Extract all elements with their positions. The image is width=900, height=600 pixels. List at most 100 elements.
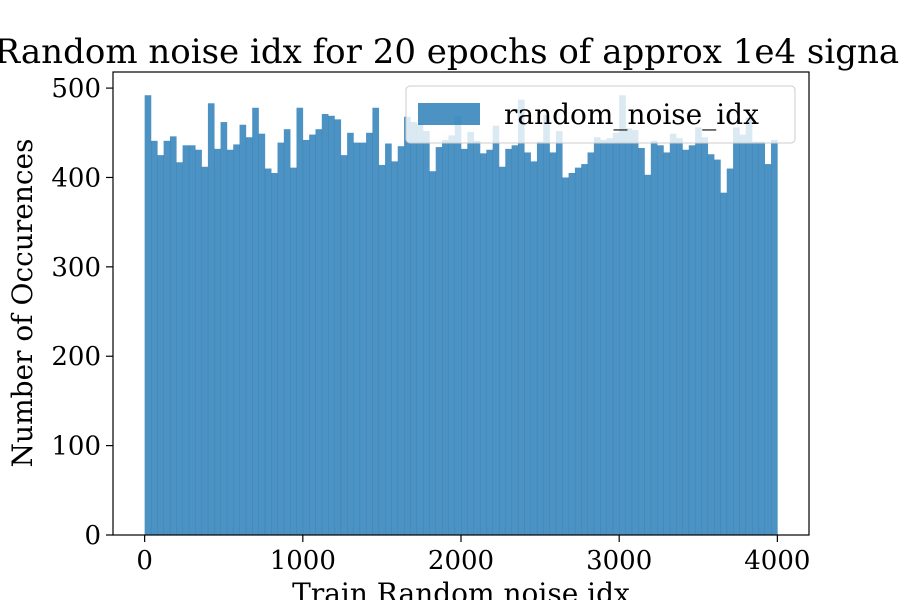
- histogram-bar: [555, 130, 563, 535]
- histogram-bar: [416, 123, 424, 535]
- histogram-bars: [144, 95, 778, 536]
- histogram-bar: [391, 161, 399, 535]
- histogram-bar: [442, 139, 449, 536]
- histogram-bar: [682, 149, 690, 535]
- legend-box: [405, 85, 796, 144]
- histogram-bar: [435, 147, 443, 535]
- histogram-bar: [739, 134, 747, 535]
- histogram-bar: [233, 144, 240, 536]
- legend-label: random_noise_idx: [504, 98, 759, 131]
- histogram-bar: [669, 133, 677, 535]
- x-tick-label: 4000: [744, 546, 810, 576]
- histogram-bar: [581, 164, 588, 535]
- y-axis-label: Number of Occurences: [6, 139, 39, 468]
- histogram-bar: [543, 114, 550, 535]
- histogram-bar: [511, 145, 519, 535]
- histogram-bar: [150, 140, 158, 535]
- histogram-bar: [220, 122, 228, 536]
- histogram-bar: [695, 127, 702, 535]
- y-tick-label: 100: [51, 432, 101, 462]
- x-axis-label: Train Random noise idx: [292, 577, 630, 600]
- histogram-bar: [372, 107, 380, 535]
- histogram-bar: [366, 132, 373, 536]
- histogram-bar: [758, 141, 766, 535]
- histogram-bar: [359, 142, 367, 535]
- histogram-bar: [600, 139, 607, 536]
- histogram-bar: [347, 132, 354, 536]
- histogram-bar: [574, 167, 582, 536]
- histogram-bar: [144, 95, 152, 535]
- legend-swatch: [418, 103, 480, 125]
- y-tick-label: 400: [51, 163, 101, 193]
- histogram-bar: [226, 149, 234, 535]
- y-tick-label: 0: [84, 521, 101, 551]
- histogram-bar: [302, 139, 310, 536]
- histogram-bar: [663, 152, 671, 535]
- histogram-bar: [321, 114, 329, 536]
- histogram-bar: [353, 142, 361, 535]
- histogram-bar: [619, 95, 626, 535]
- histogram-bar: [720, 192, 728, 535]
- histogram-bar: [745, 117, 753, 535]
- histogram-bar: [650, 140, 658, 535]
- histogram-bar: [378, 164, 386, 536]
- histogram-bar: [182, 145, 190, 535]
- histogram-bar: [473, 140, 481, 535]
- histogram-bar: [536, 141, 544, 535]
- histogram-bar: [486, 149, 493, 535]
- histogram-bar: [492, 125, 500, 536]
- histogram-bar: [188, 145, 196, 535]
- histogram-bar: [467, 131, 474, 535]
- histogram-bar: [454, 115, 462, 535]
- histogram-bar: [328, 115, 335, 535]
- x-tick-label: 2000: [428, 546, 494, 576]
- x-axis-ticks: 0 1000 2000 3000 4000: [136, 535, 810, 576]
- histogram-bar: [505, 148, 512, 536]
- chart-title: Random noise idx for 20 epochs of approx…: [0, 32, 900, 72]
- histogram-bar: [296, 107, 304, 535]
- histogram-bar: [644, 174, 652, 535]
- histogram-bar: [701, 137, 709, 536]
- histogram-bar: [277, 142, 285, 535]
- histogram-bar: [587, 152, 595, 535]
- histogram-bar: [568, 173, 576, 535]
- histogram-bar: [707, 154, 715, 535]
- histogram-bar: [176, 162, 183, 535]
- histogram-bar: [657, 145, 664, 535]
- histogram-bar: [714, 159, 721, 535]
- histogram-bar: [214, 148, 221, 536]
- histogram-bar: [239, 124, 247, 535]
- histogram-bar: [530, 161, 538, 535]
- x-tick-label: 1000: [270, 546, 336, 576]
- y-tick-label: 300: [51, 253, 101, 283]
- histogram-bar: [524, 152, 531, 535]
- histogram-bar: [448, 135, 455, 535]
- histogram-bar: [207, 103, 215, 535]
- y-tick-label: 200: [51, 342, 101, 372]
- histogram-bar: [498, 166, 506, 535]
- histogram-bar: [625, 128, 633, 536]
- histogram-bar: [606, 138, 614, 535]
- histogram-bar: [593, 137, 601, 536]
- histogram-bar: [517, 99, 525, 535]
- histogram-bar: [631, 130, 639, 535]
- histogram-bar: [309, 134, 316, 535]
- x-tick-label: 0: [136, 546, 153, 576]
- histogram-bar: [423, 130, 430, 535]
- histogram-bar: [385, 143, 392, 535]
- histogram-bar: [410, 122, 418, 536]
- histogram-bar: [726, 168, 734, 535]
- histogram-bar: [404, 116, 411, 536]
- histogram-bar: [258, 133, 266, 535]
- histogram-bar: [764, 164, 772, 535]
- legend: random_noise_idx: [405, 85, 796, 144]
- histogram-bar: [195, 149, 202, 535]
- histogram-bar: [676, 138, 683, 535]
- histogram-bar: [733, 127, 740, 535]
- histogram-bar: [397, 146, 405, 535]
- histogram-bar: [163, 140, 171, 535]
- histogram-bar: [752, 141, 759, 535]
- histogram-bar: [264, 168, 272, 535]
- histogram-bar: [612, 132, 620, 536]
